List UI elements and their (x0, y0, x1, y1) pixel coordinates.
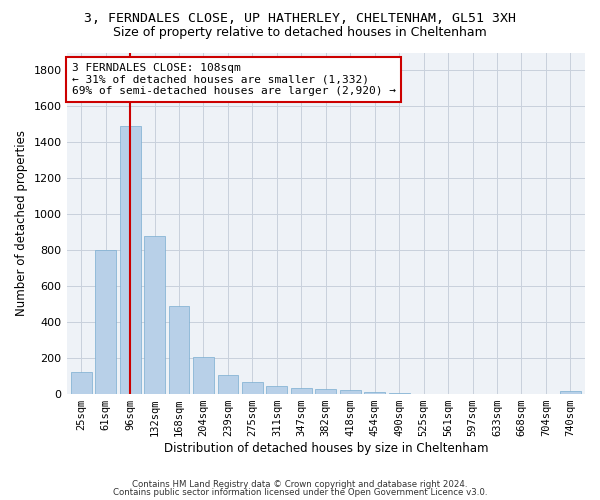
Bar (316, 388, 336, 394)
Bar (218, 375, 238, 394)
X-axis label: Distribution of detached houses by size in Cheltenham: Distribution of detached houses by size … (164, 442, 488, 455)
Bar (169, 306, 190, 394)
Bar (144, 236, 165, 394)
Bar (266, 386, 287, 394)
Bar (242, 382, 263, 394)
Text: Size of property relative to detached houses in Cheltenham: Size of property relative to detached ho… (113, 26, 487, 39)
Text: 3, FERNDALES CLOSE, UP HATHERLEY, CHELTENHAM, GL51 3XH: 3, FERNDALES CLOSE, UP HATHERLEY, CHELTE… (84, 12, 516, 26)
Bar (193, 357, 214, 394)
Text: 3 FERNDALES CLOSE: 108sqm
← 31% of detached houses are smaller (1,332)
69% of se: 3 FERNDALES CLOSE: 108sqm ← 31% of detac… (72, 62, 396, 96)
Bar (389, 393, 410, 394)
Bar (71, 372, 92, 394)
Bar (291, 388, 312, 394)
Bar (340, 390, 361, 394)
Bar (560, 392, 581, 394)
Y-axis label: Number of detached properties: Number of detached properties (15, 130, 28, 316)
Bar (120, 126, 140, 394)
Bar (95, 250, 116, 394)
Bar (364, 392, 385, 394)
Text: Contains HM Land Registry data © Crown copyright and database right 2024.: Contains HM Land Registry data © Crown c… (132, 480, 468, 489)
Text: Contains public sector information licensed under the Open Government Licence v3: Contains public sector information licen… (113, 488, 487, 497)
